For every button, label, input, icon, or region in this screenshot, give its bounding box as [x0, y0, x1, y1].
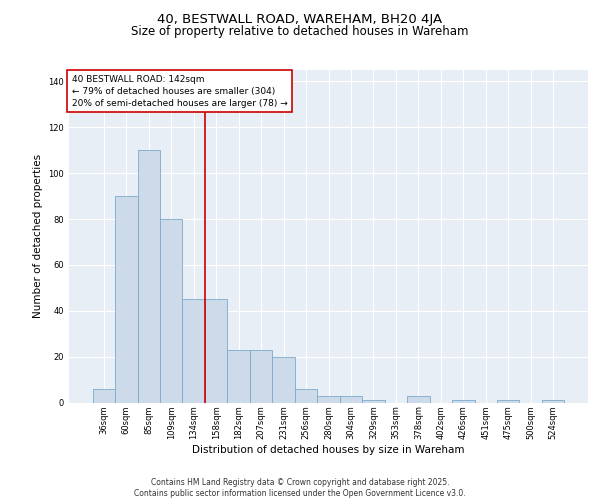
Bar	[115, 196, 137, 402]
Bar	[160, 219, 182, 402]
Bar	[205, 300, 227, 403]
Text: Size of property relative to detached houses in Wareham: Size of property relative to detached ho…	[131, 25, 469, 38]
Bar	[362, 400, 385, 402]
Bar	[452, 400, 475, 402]
Bar	[272, 356, 295, 403]
Y-axis label: Number of detached properties: Number of detached properties	[33, 154, 43, 318]
Text: 40 BESTWALL ROAD: 142sqm
← 79% of detached houses are smaller (304)
20% of semi-: 40 BESTWALL ROAD: 142sqm ← 79% of detach…	[71, 75, 287, 108]
Bar	[137, 150, 160, 402]
Text: 40, BESTWALL ROAD, WAREHAM, BH20 4JA: 40, BESTWALL ROAD, WAREHAM, BH20 4JA	[157, 12, 443, 26]
X-axis label: Distribution of detached houses by size in Wareham: Distribution of detached houses by size …	[192, 445, 465, 455]
Bar	[317, 396, 340, 402]
Text: Contains HM Land Registry data © Crown copyright and database right 2025.
Contai: Contains HM Land Registry data © Crown c…	[134, 478, 466, 498]
Bar	[497, 400, 520, 402]
Bar	[340, 396, 362, 402]
Bar	[407, 396, 430, 402]
Bar	[227, 350, 250, 403]
Bar	[542, 400, 565, 402]
Bar	[182, 300, 205, 403]
Bar	[295, 388, 317, 402]
Bar	[92, 388, 115, 402]
Bar	[250, 350, 272, 403]
